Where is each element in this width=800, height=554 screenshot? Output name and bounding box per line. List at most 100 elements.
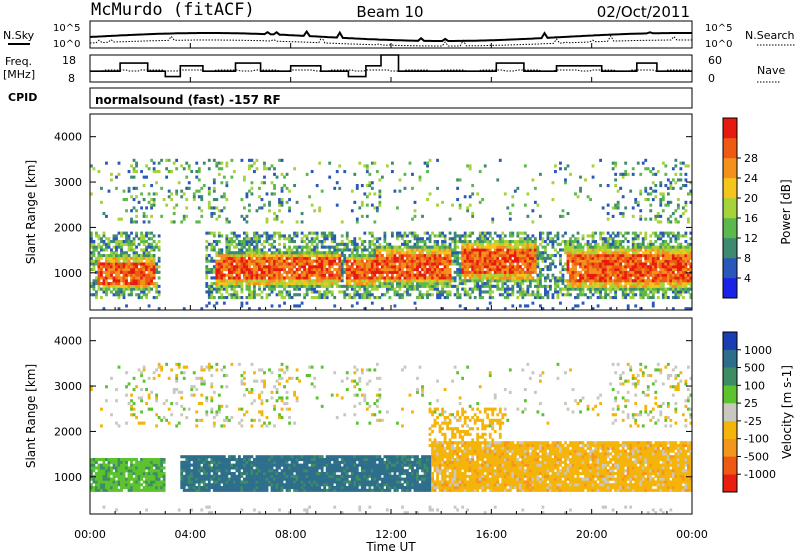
heatmap-cell xyxy=(237,240,241,244)
heatmap-cell xyxy=(498,254,502,258)
heatmap-cell xyxy=(498,240,502,244)
heatmap-cell xyxy=(406,282,409,286)
heatmap-cell xyxy=(328,175,332,179)
heatmap-cell xyxy=(285,172,289,176)
heatmap-cell xyxy=(431,276,434,280)
heatmap-cell xyxy=(596,265,600,269)
heatmap-cell xyxy=(516,290,520,294)
heatmap-cell xyxy=(403,254,407,258)
heatmap-cell xyxy=(90,254,93,258)
heatmap-cell xyxy=(273,217,276,221)
heatmap-cell xyxy=(92,284,96,288)
heatmap-cell xyxy=(644,265,648,269)
heatmap-cell xyxy=(621,265,625,269)
heatmap-cell xyxy=(423,161,427,165)
heatmap-cell xyxy=(571,248,575,252)
heatmap-cell xyxy=(368,256,372,260)
heatmap-cell xyxy=(511,231,515,235)
heatmap-cell xyxy=(142,293,146,297)
heatmap-cell xyxy=(526,256,530,260)
heatmap-cell xyxy=(288,251,291,255)
heatmap-cell xyxy=(132,248,136,252)
heatmap-cell xyxy=(268,242,271,246)
heatmap-cell xyxy=(528,265,532,269)
heatmap-cell xyxy=(686,290,690,294)
heatmap-cell xyxy=(443,284,447,288)
heatmap-cell xyxy=(616,189,620,193)
heatmap-cell xyxy=(473,254,477,258)
heatmap-cell xyxy=(518,287,522,291)
heatmap-cell xyxy=(212,268,216,272)
heatmap-cell xyxy=(112,254,116,258)
heatmap-cell xyxy=(323,234,327,238)
heatmap-cell xyxy=(220,251,224,255)
heatmap-cell xyxy=(107,469,111,473)
heatmap-cell xyxy=(290,276,294,280)
heatmap-cell xyxy=(506,284,510,288)
heatmap-cell xyxy=(117,254,121,258)
heatmap-cell xyxy=(681,290,685,294)
heatmap-cell xyxy=(669,245,673,249)
heatmap-cell xyxy=(97,480,101,484)
heatmap-cell xyxy=(335,270,339,274)
heatmap-cell xyxy=(310,242,314,246)
heatmap-cell xyxy=(554,265,557,269)
heatmap-cell xyxy=(441,268,444,272)
heatmap-cell xyxy=(328,259,332,263)
heatmap-cell xyxy=(458,270,462,274)
heatmap-cell xyxy=(601,282,605,286)
heatmap-cell xyxy=(681,206,685,210)
heatmap-cell xyxy=(107,276,111,280)
heatmap-cell xyxy=(468,195,472,199)
heatmap-cell xyxy=(631,254,635,258)
heatmap-cell xyxy=(303,268,307,272)
heatmap-cell xyxy=(661,256,665,260)
heatmap-cell xyxy=(330,251,334,255)
heatmap-cell xyxy=(521,287,525,291)
heatmap-cell xyxy=(533,296,537,300)
heatmap-cell xyxy=(318,251,322,255)
heatmap-cell xyxy=(355,290,359,294)
heatmap-cell xyxy=(418,273,422,277)
heatmap-cell xyxy=(222,276,226,280)
heatmap-cell xyxy=(90,242,93,246)
heatmap-cell xyxy=(614,256,618,260)
heatmap-cell xyxy=(152,234,156,238)
heatmap-cell xyxy=(162,198,166,202)
heatmap-cell xyxy=(207,287,211,291)
heatmap-cell xyxy=(646,167,650,171)
heatmap-cell xyxy=(549,279,552,283)
heatmap-cell xyxy=(533,237,537,241)
heatmap-cell xyxy=(110,469,113,473)
heatmap-cell xyxy=(496,270,500,274)
heatmap-cell xyxy=(358,296,362,300)
heatmap-cell xyxy=(155,290,159,294)
heatmap-cell xyxy=(157,284,161,288)
heatmap-cell xyxy=(606,240,610,244)
heatmap-cell xyxy=(679,287,683,291)
heatmap-cell xyxy=(664,270,668,274)
heatmap-cell xyxy=(207,189,211,193)
heatmap-cell xyxy=(370,262,374,266)
heatmap-cell xyxy=(666,248,670,252)
heatmap-cell xyxy=(125,282,128,286)
heatmap-cell xyxy=(493,268,497,272)
heatmap-cell xyxy=(105,248,108,252)
heatmap-cell xyxy=(222,268,226,272)
heatmap-cell xyxy=(205,284,209,288)
heatmap-cell xyxy=(358,270,362,274)
heatmap-cell xyxy=(629,256,633,260)
heatmap-cell xyxy=(132,170,136,174)
heatmap-cell xyxy=(654,231,658,235)
heatmap-cell xyxy=(355,220,359,224)
heatmap-cell xyxy=(589,265,592,269)
heatmap-cell xyxy=(501,254,505,258)
heatmap-cell xyxy=(240,256,244,260)
heatmap-cell xyxy=(265,284,269,288)
heatmap-cell xyxy=(609,245,613,249)
heatmap-cell xyxy=(115,268,118,272)
heatmap-cell xyxy=(418,248,422,252)
heatmap-cell xyxy=(511,265,515,269)
heatmap-cell xyxy=(481,251,485,255)
